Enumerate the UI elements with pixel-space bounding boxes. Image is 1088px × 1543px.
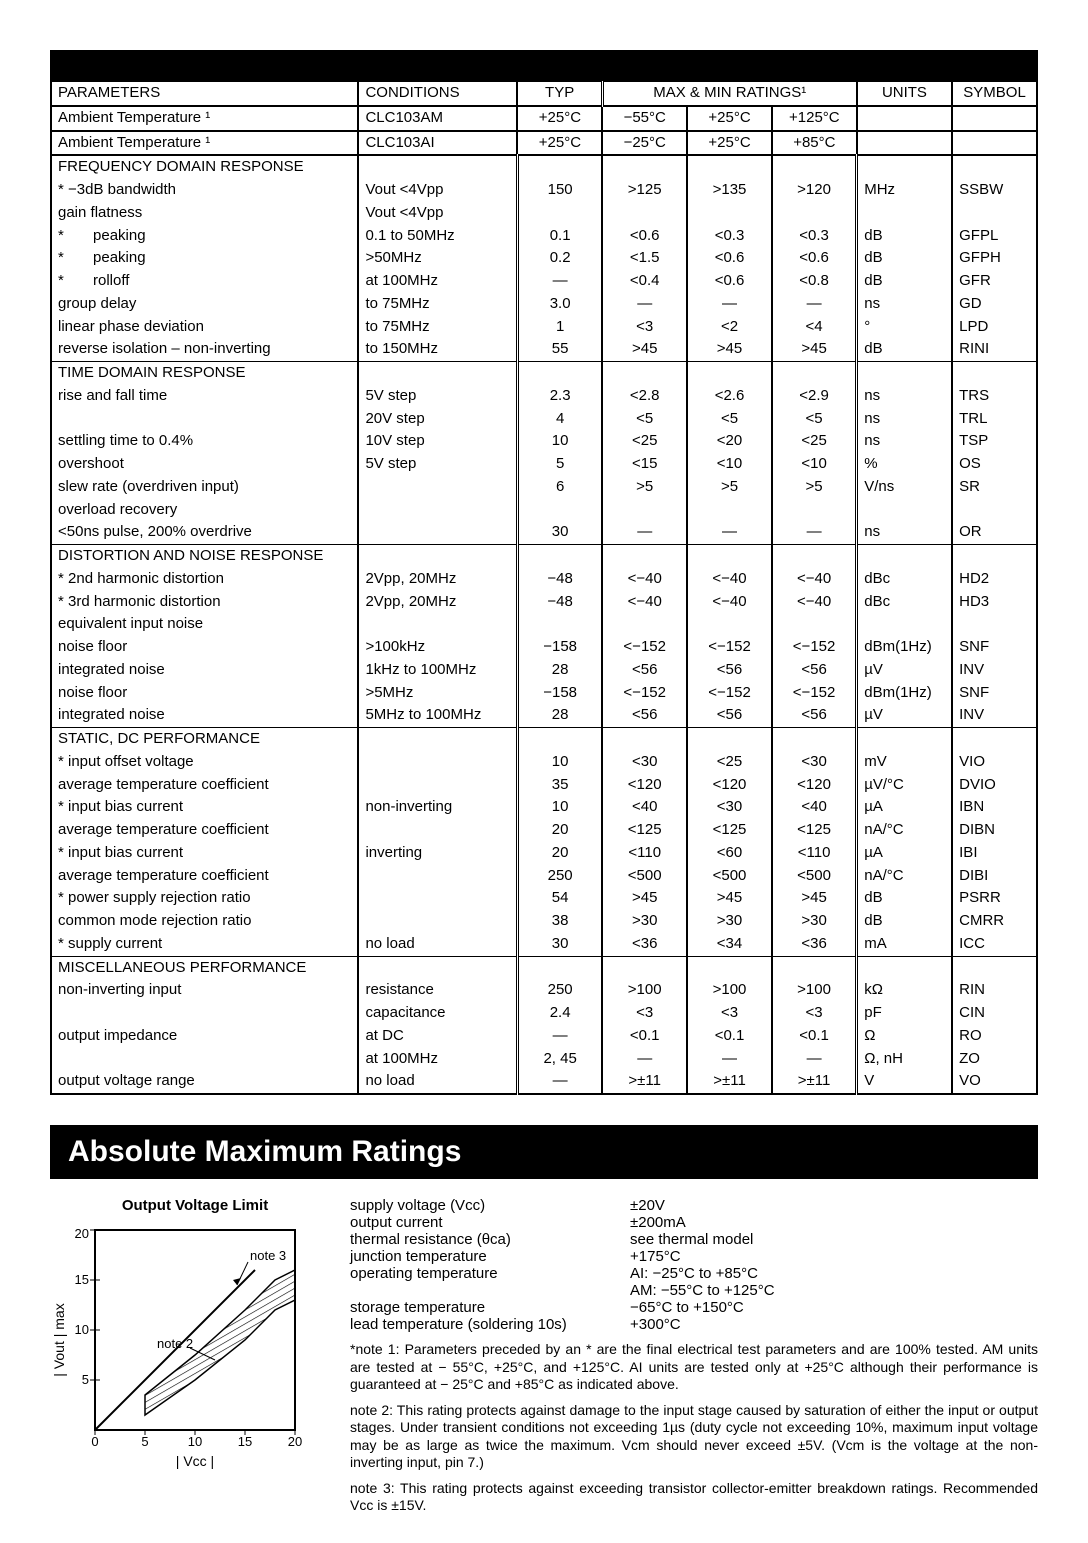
svg-text:10: 10	[188, 1434, 202, 1449]
chart-title: Output Voltage Limit	[50, 1197, 340, 1214]
absmax-title: Absolute Maximum Ratings	[50, 1125, 1038, 1179]
freq-title: FREQUENCY DOMAIN RESPONSE	[51, 155, 358, 179]
note-1: *note 1: Parameters preceded by an * are…	[350, 1341, 1038, 1394]
hdr-units: UNITS	[857, 81, 952, 106]
hdr-parameters: PARAMETERS	[51, 81, 358, 106]
dist-title: DISTORTION AND NOISE RESPONSE	[51, 545, 358, 568]
svg-text:20: 20	[75, 1226, 89, 1241]
spec-table: PARAMETERS CONDITIONS TYP MAX & MIN RATI…	[50, 50, 1038, 1095]
svg-text:15: 15	[238, 1434, 252, 1449]
svg-text:0: 0	[91, 1434, 98, 1449]
note-2: note 2: This rating protects against dam…	[350, 1402, 1038, 1472]
svg-text:| Vout | max: | Vout | max	[51, 1303, 67, 1376]
time-title: TIME DOMAIN RESPONSE	[51, 362, 358, 385]
note-3: note 3: This rating protects against exc…	[350, 1480, 1038, 1515]
hdr-conditions: CONDITIONS	[358, 81, 517, 106]
hdr-maxmin: MAX & MIN RATINGS¹	[602, 81, 856, 106]
output-voltage-chart: 0 5 10 15 20 5 10 15 20	[50, 1220, 310, 1470]
misc-title: MISCELLANEOUS PERFORMANCE	[51, 956, 358, 979]
svg-text:15: 15	[75, 1272, 89, 1287]
ambient2-label: Ambient Temperature ¹	[51, 131, 358, 156]
svg-text:20: 20	[288, 1434, 302, 1449]
hdr-symbol: SYMBOL	[952, 81, 1037, 106]
svg-text:10: 10	[75, 1322, 89, 1337]
svg-text:note 2: note 2	[157, 1336, 193, 1351]
svg-text:5: 5	[82, 1372, 89, 1387]
hdr-typ: TYP	[517, 81, 602, 106]
ambient1-label: Ambient Temperature ¹	[51, 106, 358, 131]
svg-text:note 3: note 3	[250, 1248, 286, 1263]
static-title: STATIC, DC PERFORMANCE	[51, 728, 358, 751]
svg-text:| Vcc |: | Vcc |	[176, 1453, 214, 1469]
svg-text:5: 5	[141, 1434, 148, 1449]
